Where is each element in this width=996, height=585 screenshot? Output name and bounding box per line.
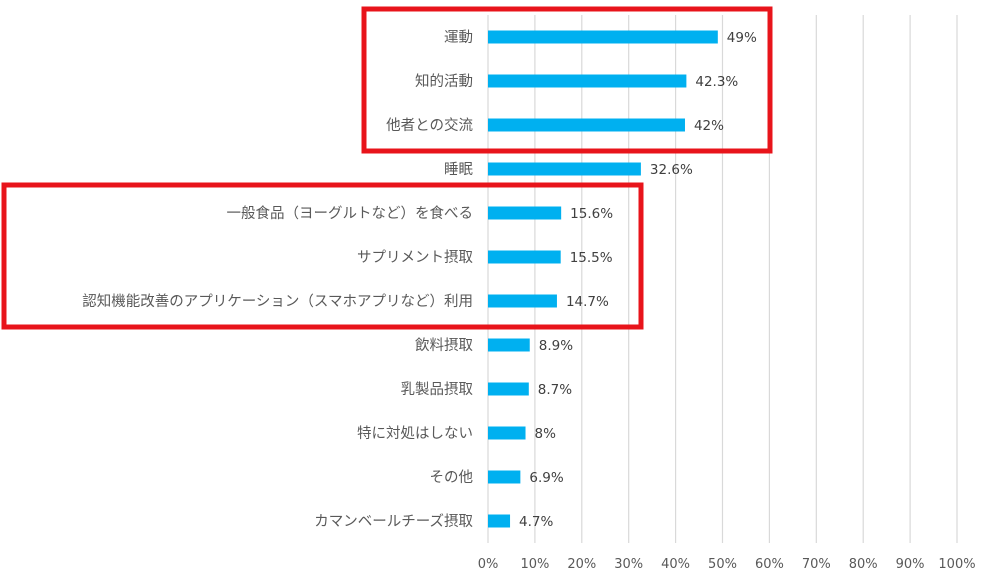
x-tick-label: 60%	[755, 557, 784, 572]
value-label: 42%	[694, 118, 724, 134]
value-label: 8.7%	[538, 382, 572, 398]
bar	[488, 30, 718, 44]
value-label: 15.6%	[570, 206, 613, 222]
x-tick-label: 70%	[802, 557, 831, 572]
bar	[488, 382, 529, 396]
value-label: 14.7%	[566, 294, 609, 310]
x-tick-label: 30%	[614, 557, 643, 572]
value-label: 4.7%	[519, 514, 553, 530]
category-label: 一般食品（ヨーグルトなど）を食べる	[227, 205, 474, 222]
bar	[488, 470, 521, 484]
bar	[488, 294, 557, 308]
x-tick-label: 40%	[661, 557, 690, 572]
x-tick-label: 50%	[708, 557, 737, 572]
value-label: 6.9%	[529, 470, 563, 486]
x-axis-ticks: 0% 10% 20% 30% 40% 50% 60% 70% 80% 90% 100%	[478, 557, 976, 572]
category-label: 飲料摂取	[415, 337, 473, 354]
x-tick-label: 20%	[567, 557, 596, 572]
value-label: 32.6%	[650, 162, 693, 178]
category-label: 乳製品摂取	[401, 381, 474, 398]
bar	[488, 162, 641, 176]
bar	[488, 338, 530, 352]
bar	[488, 74, 687, 88]
category-label: 特に対処はしない	[357, 425, 473, 442]
x-tick-label: 0%	[478, 557, 499, 572]
value-label: 15.5%	[570, 250, 613, 266]
x-tick-label: 80%	[849, 557, 878, 572]
bar	[488, 206, 562, 220]
value-label: 8%	[535, 426, 557, 442]
category-labels: 運動知的活動他者との交流睡眠一般食品（ヨーグルトなど）を食べるサプリメント摂取認…	[82, 29, 473, 530]
highlight-boxes	[1, 6, 773, 330]
x-tick-label: 100%	[938, 557, 975, 572]
bar	[488, 118, 685, 132]
highlight-group-1	[361, 6, 773, 154]
category-label: 運動	[444, 29, 473, 46]
value-label: 8.9%	[539, 338, 573, 354]
category-label: 知的活動	[415, 73, 473, 90]
category-label: サプリメント摂取	[357, 249, 473, 266]
bar	[488, 250, 561, 264]
value-labels: 49% 42.3% 42% 32.6% 15.6% 15.5% 14.7% 8.9% 8.7% 8…	[519, 30, 757, 530]
value-label: 42.3%	[695, 74, 738, 90]
bar	[488, 426, 526, 440]
highlight-group-2	[1, 182, 644, 330]
category-label: その他	[430, 469, 474, 486]
category-label: 他者との交流	[386, 116, 473, 134]
category-label: 認知機能改善のアプリケーション（スマホアプリなど）利用	[82, 293, 473, 310]
grid	[487, 15, 958, 543]
bar	[488, 514, 511, 528]
category-label: カマンベールチーズ摂取	[314, 513, 473, 530]
value-label: 49%	[727, 30, 757, 46]
x-tick-label: 90%	[896, 557, 925, 572]
x-tick-label: 10%	[520, 557, 549, 572]
category-label: 睡眠	[444, 161, 473, 178]
bars	[488, 30, 718, 528]
